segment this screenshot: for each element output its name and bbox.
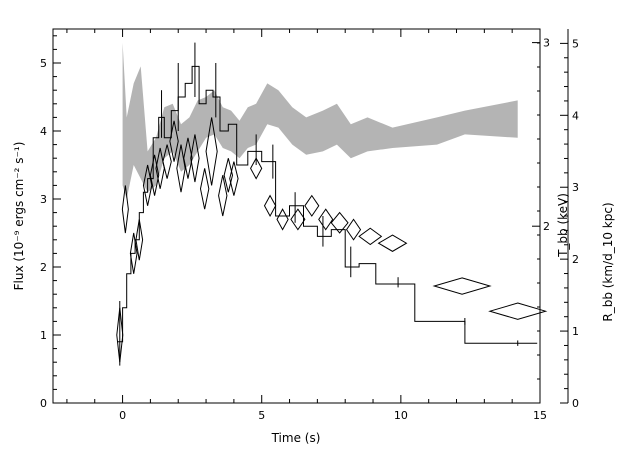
- temperature-axis-label: T_bb (keV): [556, 193, 570, 258]
- flux-axis-label: Flux (10⁻⁹ ergs cm⁻² s⁻¹): [12, 142, 26, 291]
- x-tick-label: 5: [258, 409, 265, 422]
- radius-diamond: [135, 219, 144, 261]
- flux-curve-series: [117, 65, 538, 344]
- radius-diamond: [183, 137, 193, 179]
- radius-diamond: [432, 277, 492, 295]
- radius-diamond: [162, 144, 172, 179]
- radius-tick-label: 0: [572, 397, 579, 410]
- radius-tick-label: 3: [572, 181, 579, 194]
- flux-tick-label: 2: [40, 261, 47, 274]
- x-axis-label: Time (s): [271, 431, 321, 445]
- flux-tick-label: 0: [40, 397, 47, 410]
- temperature-axis-ticks: 23: [532, 37, 550, 404]
- x-axis-ticks: 0 5 10 15: [66, 29, 547, 422]
- radius-diamond: [276, 208, 289, 231]
- flux-tick-label: 1: [40, 329, 47, 342]
- radius-diamond: [199, 168, 210, 210]
- flux-tick-label: 3: [40, 193, 47, 206]
- temperature-band: [122, 42, 518, 199]
- radius-diamond: [121, 185, 129, 234]
- radius-axis-label: R_bb (km/d_10 kpc): [601, 202, 615, 321]
- flux-error-bars: [119, 42, 519, 366]
- radius-diamond: [377, 234, 408, 252]
- flux-tick-label: 5: [40, 57, 47, 70]
- temperature-tick-label: 2: [543, 220, 550, 233]
- radius-tick-label: 2: [572, 253, 579, 266]
- radius-axis-ticks: 0 1 2 3 4 5: [560, 37, 579, 410]
- radius-diamond: [116, 307, 124, 363]
- radius-diamond: [229, 161, 239, 196]
- radius-diamond: [358, 227, 383, 246]
- radius-diamond: [149, 154, 160, 196]
- radius-diamond: [290, 208, 306, 231]
- x-tick-label: 10: [394, 409, 408, 422]
- flux-axis-ticks: 0 1 2 3 4 5: [40, 35, 61, 410]
- radius-diamond: [169, 120, 179, 162]
- radius-diamond: [250, 157, 263, 180]
- radius-diamond: [488, 302, 548, 320]
- radius-tick-label: 1: [572, 325, 579, 338]
- flux-curve: [117, 65, 538, 344]
- temperature-tick-label: 3: [543, 37, 550, 50]
- radius-tick-label: 4: [572, 109, 579, 122]
- radius-tick-label: 5: [572, 37, 579, 50]
- temperature-band-series: [122, 42, 518, 199]
- radius-diamond: [223, 158, 234, 193]
- radius-diamond: [330, 211, 349, 234]
- radius-diamond: [218, 175, 228, 217]
- radius-diamond: [345, 218, 362, 241]
- radius-diamond: [304, 194, 320, 217]
- flux-tick-label: 4: [40, 125, 47, 138]
- radius-diamond-series: [116, 117, 548, 363]
- x-tick-label: 0: [119, 409, 126, 422]
- radius-diamond: [263, 194, 277, 218]
- radius-diamond: [129, 232, 138, 274]
- radius-diamond: [142, 164, 153, 206]
- radius-diamond: [318, 208, 334, 231]
- plot-frame: [52, 28, 541, 404]
- x-tick-label: 15: [533, 409, 547, 422]
- radius-diamond: [190, 134, 200, 183]
- radius-diamond: [205, 117, 218, 186]
